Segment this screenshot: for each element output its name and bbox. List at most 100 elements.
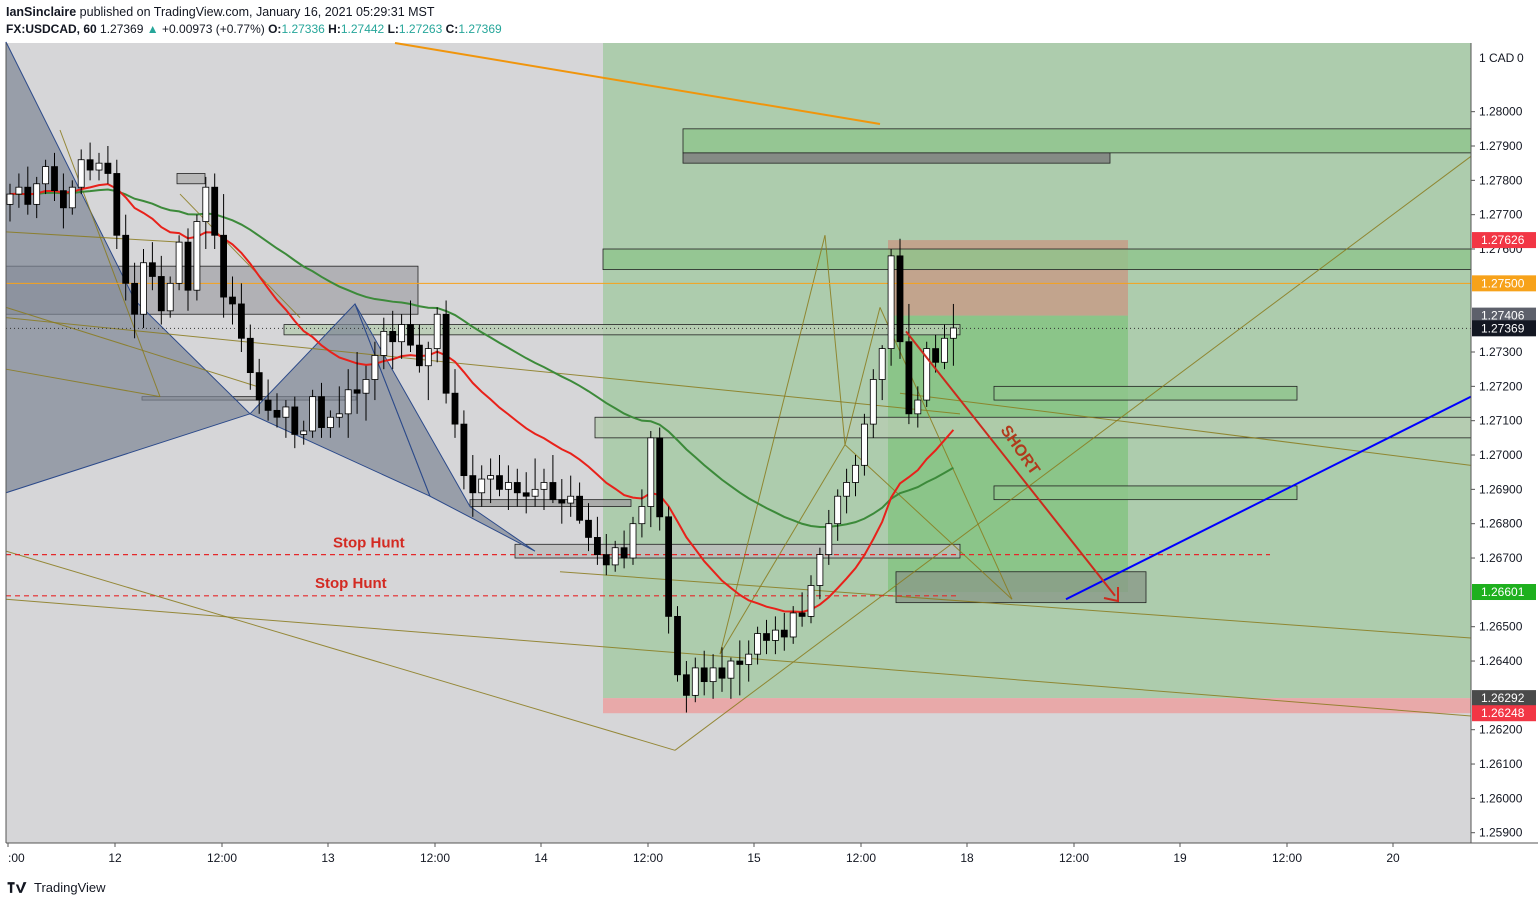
candle[interactable] <box>68 180 76 215</box>
candle[interactable] <box>131 262 139 339</box>
candle[interactable] <box>576 482 583 524</box>
candle[interactable] <box>807 575 815 624</box>
symbol-label[interactable]: FX:USDCAD, 60 <box>6 22 97 36</box>
candle[interactable] <box>941 324 948 370</box>
candle[interactable] <box>460 410 468 490</box>
candle[interactable] <box>211 173 219 250</box>
candle[interactable] <box>184 228 192 311</box>
candle[interactable] <box>700 650 708 696</box>
candle[interactable] <box>24 166 32 215</box>
candle[interactable] <box>914 386 922 428</box>
candle[interactable] <box>95 152 103 181</box>
candle[interactable] <box>220 194 228 318</box>
candle[interactable] <box>691 657 699 703</box>
candle[interactable] <box>754 626 761 665</box>
price-label-badge[interactable] <box>1472 232 1536 249</box>
candle[interactable] <box>309 389 317 438</box>
candle[interactable] <box>861 413 868 476</box>
candle[interactable] <box>780 612 788 651</box>
time-axis[interactable]: :00 12 12:00 13 12:00 14 12:00 15 12:00 18 12:00 19… <box>6 842 1538 865</box>
price-label-badge[interactable] <box>1472 320 1536 337</box>
candle[interactable] <box>549 455 557 504</box>
candle[interactable] <box>318 382 325 438</box>
candle[interactable] <box>513 468 521 507</box>
candle[interactable] <box>585 503 592 552</box>
candle[interactable] <box>772 616 779 655</box>
candle[interactable] <box>33 176 41 219</box>
candle[interactable] <box>869 369 877 438</box>
candle[interactable] <box>558 479 566 524</box>
candle[interactable] <box>344 369 352 438</box>
candle[interactable] <box>665 506 672 634</box>
candle[interactable] <box>487 458 495 504</box>
author-name[interactable]: IanSinclaire <box>6 5 77 19</box>
candle[interactable] <box>415 324 423 373</box>
price-label-badge[interactable] <box>1472 705 1536 722</box>
candle[interactable] <box>175 235 183 291</box>
candle[interactable] <box>834 489 842 541</box>
candle[interactable] <box>656 427 664 531</box>
candle[interactable] <box>42 159 49 195</box>
candle[interactable] <box>6 183 14 222</box>
candle[interactable] <box>905 303 913 425</box>
candle[interactable] <box>398 314 406 359</box>
candle[interactable] <box>852 455 859 497</box>
candle[interactable] <box>326 410 334 438</box>
candle[interactable] <box>442 300 450 404</box>
candle[interactable] <box>932 334 939 373</box>
footer-brand[interactable]: TradingView <box>34 880 106 895</box>
candle[interactable] <box>140 249 147 328</box>
price-label-badge[interactable] <box>1472 307 1536 324</box>
candle[interactable] <box>371 341 379 401</box>
candle[interactable] <box>264 379 272 421</box>
price-label-badge[interactable] <box>1472 275 1536 292</box>
candle[interactable] <box>674 606 681 682</box>
candle[interactable] <box>157 255 165 325</box>
price-axis[interactable]: 1 CAD 01.280001.279001.278001.277001.2760… <box>5 43 1538 843</box>
candle[interactable] <box>950 303 957 366</box>
candle[interactable] <box>816 547 824 600</box>
candle[interactable] <box>567 475 575 517</box>
candle[interactable] <box>407 300 414 353</box>
candle[interactable] <box>193 214 201 301</box>
candle[interactable] <box>647 430 655 528</box>
candle[interactable] <box>273 393 281 428</box>
candle[interactable] <box>683 661 690 713</box>
candle[interactable] <box>798 592 806 627</box>
candle[interactable] <box>611 540 619 572</box>
candle[interactable] <box>291 396 299 449</box>
candle[interactable] <box>469 455 477 517</box>
candle[interactable] <box>620 530 628 569</box>
candle[interactable] <box>255 358 263 414</box>
candle[interactable] <box>923 341 931 407</box>
candle[interactable] <box>478 465 486 507</box>
candle[interactable] <box>246 324 254 390</box>
candle[interactable] <box>887 249 895 366</box>
candle[interactable] <box>335 386 343 428</box>
candle[interactable] <box>122 214 130 301</box>
candle[interactable] <box>282 400 290 438</box>
candle[interactable] <box>60 173 67 229</box>
candle[interactable] <box>380 317 388 370</box>
candle[interactable] <box>451 369 459 438</box>
candle[interactable] <box>433 307 441 363</box>
candle[interactable] <box>300 420 308 445</box>
candle[interactable] <box>496 455 503 497</box>
price-label-badge[interactable] <box>1472 584 1536 601</box>
candle[interactable] <box>709 654 717 699</box>
candle[interactable] <box>104 146 112 184</box>
candle[interactable] <box>825 509 833 565</box>
candle[interactable] <box>51 152 58 201</box>
candle[interactable] <box>718 647 726 692</box>
candle[interactable] <box>736 640 744 696</box>
candle[interactable] <box>424 341 432 401</box>
candle[interactable] <box>229 276 236 325</box>
candle[interactable] <box>745 640 753 682</box>
candle[interactable] <box>763 619 770 655</box>
candle[interactable] <box>629 516 637 565</box>
price-label-badge[interactable] <box>1472 690 1536 707</box>
candle[interactable] <box>540 468 548 510</box>
candle[interactable] <box>15 173 23 208</box>
candle[interactable] <box>113 159 121 250</box>
